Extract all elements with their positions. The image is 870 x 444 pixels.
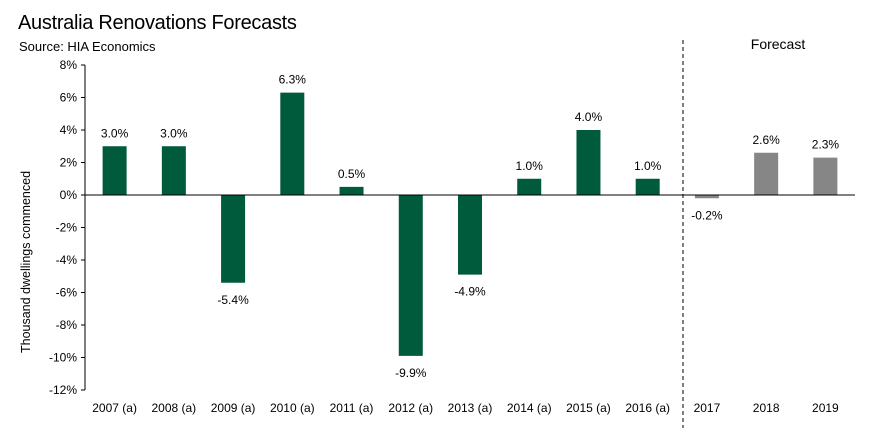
x-tick-label: 2008 (a) — [151, 401, 196, 415]
x-tick-label: 2017 — [694, 401, 721, 415]
y-tick-label: 2% — [60, 156, 78, 170]
bar — [694, 195, 719, 199]
bar — [280, 92, 305, 195]
bar — [339, 186, 364, 195]
bar — [576, 130, 601, 195]
bar — [458, 195, 482, 275]
x-tick-label: 2018 — [753, 401, 780, 415]
x-tick-label: 2019 — [812, 401, 839, 415]
data-label: 2.6% — [752, 133, 780, 147]
chart-subtitle: Source: HIA Economics — [19, 39, 156, 54]
data-label: -0.2% — [691, 208, 723, 222]
chart-title: Australia Renovations Forecasts — [18, 12, 297, 34]
x-tick-label: 2010 (a) — [270, 401, 315, 415]
data-label: 1.0% — [516, 159, 544, 173]
x-tick-label: 2011 (a) — [330, 401, 374, 415]
x-tick-label: 2013 (a) — [448, 401, 493, 415]
data-label: -4.9% — [454, 285, 486, 299]
x-tick-label: 2014 (a) — [507, 401, 552, 415]
data-label: 6.3% — [279, 73, 307, 87]
y-tick-label: -8% — [56, 318, 78, 332]
y-axis-label: Thousand dwellings commenced — [19, 171, 33, 353]
y-tick-label: 6% — [60, 91, 78, 105]
bar — [754, 152, 779, 195]
bar — [221, 195, 246, 283]
x-tick-label: 2016 (a) — [625, 401, 670, 415]
y-tick-label: -2% — [56, 221, 78, 235]
x-tick-label: 2009 (a) — [211, 401, 256, 415]
data-label: 2.3% — [812, 138, 840, 152]
x-tick-label: 2015 (a) — [566, 401, 611, 415]
data-label: 0.5% — [338, 167, 366, 181]
data-label: 4.0% — [575, 110, 603, 124]
bar — [102, 146, 127, 195]
y-tick-label: 0% — [60, 188, 78, 202]
y-tick-label: 4% — [60, 123, 78, 137]
data-label: -9.9% — [395, 366, 427, 380]
x-tick-label: 2012 (a) — [388, 401, 433, 415]
data-label: 3.0% — [160, 126, 188, 140]
data-label: 1.0% — [634, 159, 662, 173]
y-tick-label: -6% — [56, 286, 78, 300]
bar — [517, 178, 542, 195]
x-tick-label: 2007 (a) — [92, 401, 137, 415]
y-tick-label: -12% — [49, 383, 77, 397]
y-tick-label: -10% — [49, 351, 77, 365]
y-tick-label: -4% — [56, 253, 78, 267]
bar — [161, 146, 186, 195]
data-label: -5.4% — [217, 293, 249, 307]
bar — [813, 157, 838, 195]
y-tick-label: 8% — [60, 58, 78, 72]
bar — [398, 195, 423, 356]
forecast-label: Forecast — [751, 36, 806, 52]
bar — [635, 178, 660, 195]
data-label: 3.0% — [101, 126, 129, 140]
